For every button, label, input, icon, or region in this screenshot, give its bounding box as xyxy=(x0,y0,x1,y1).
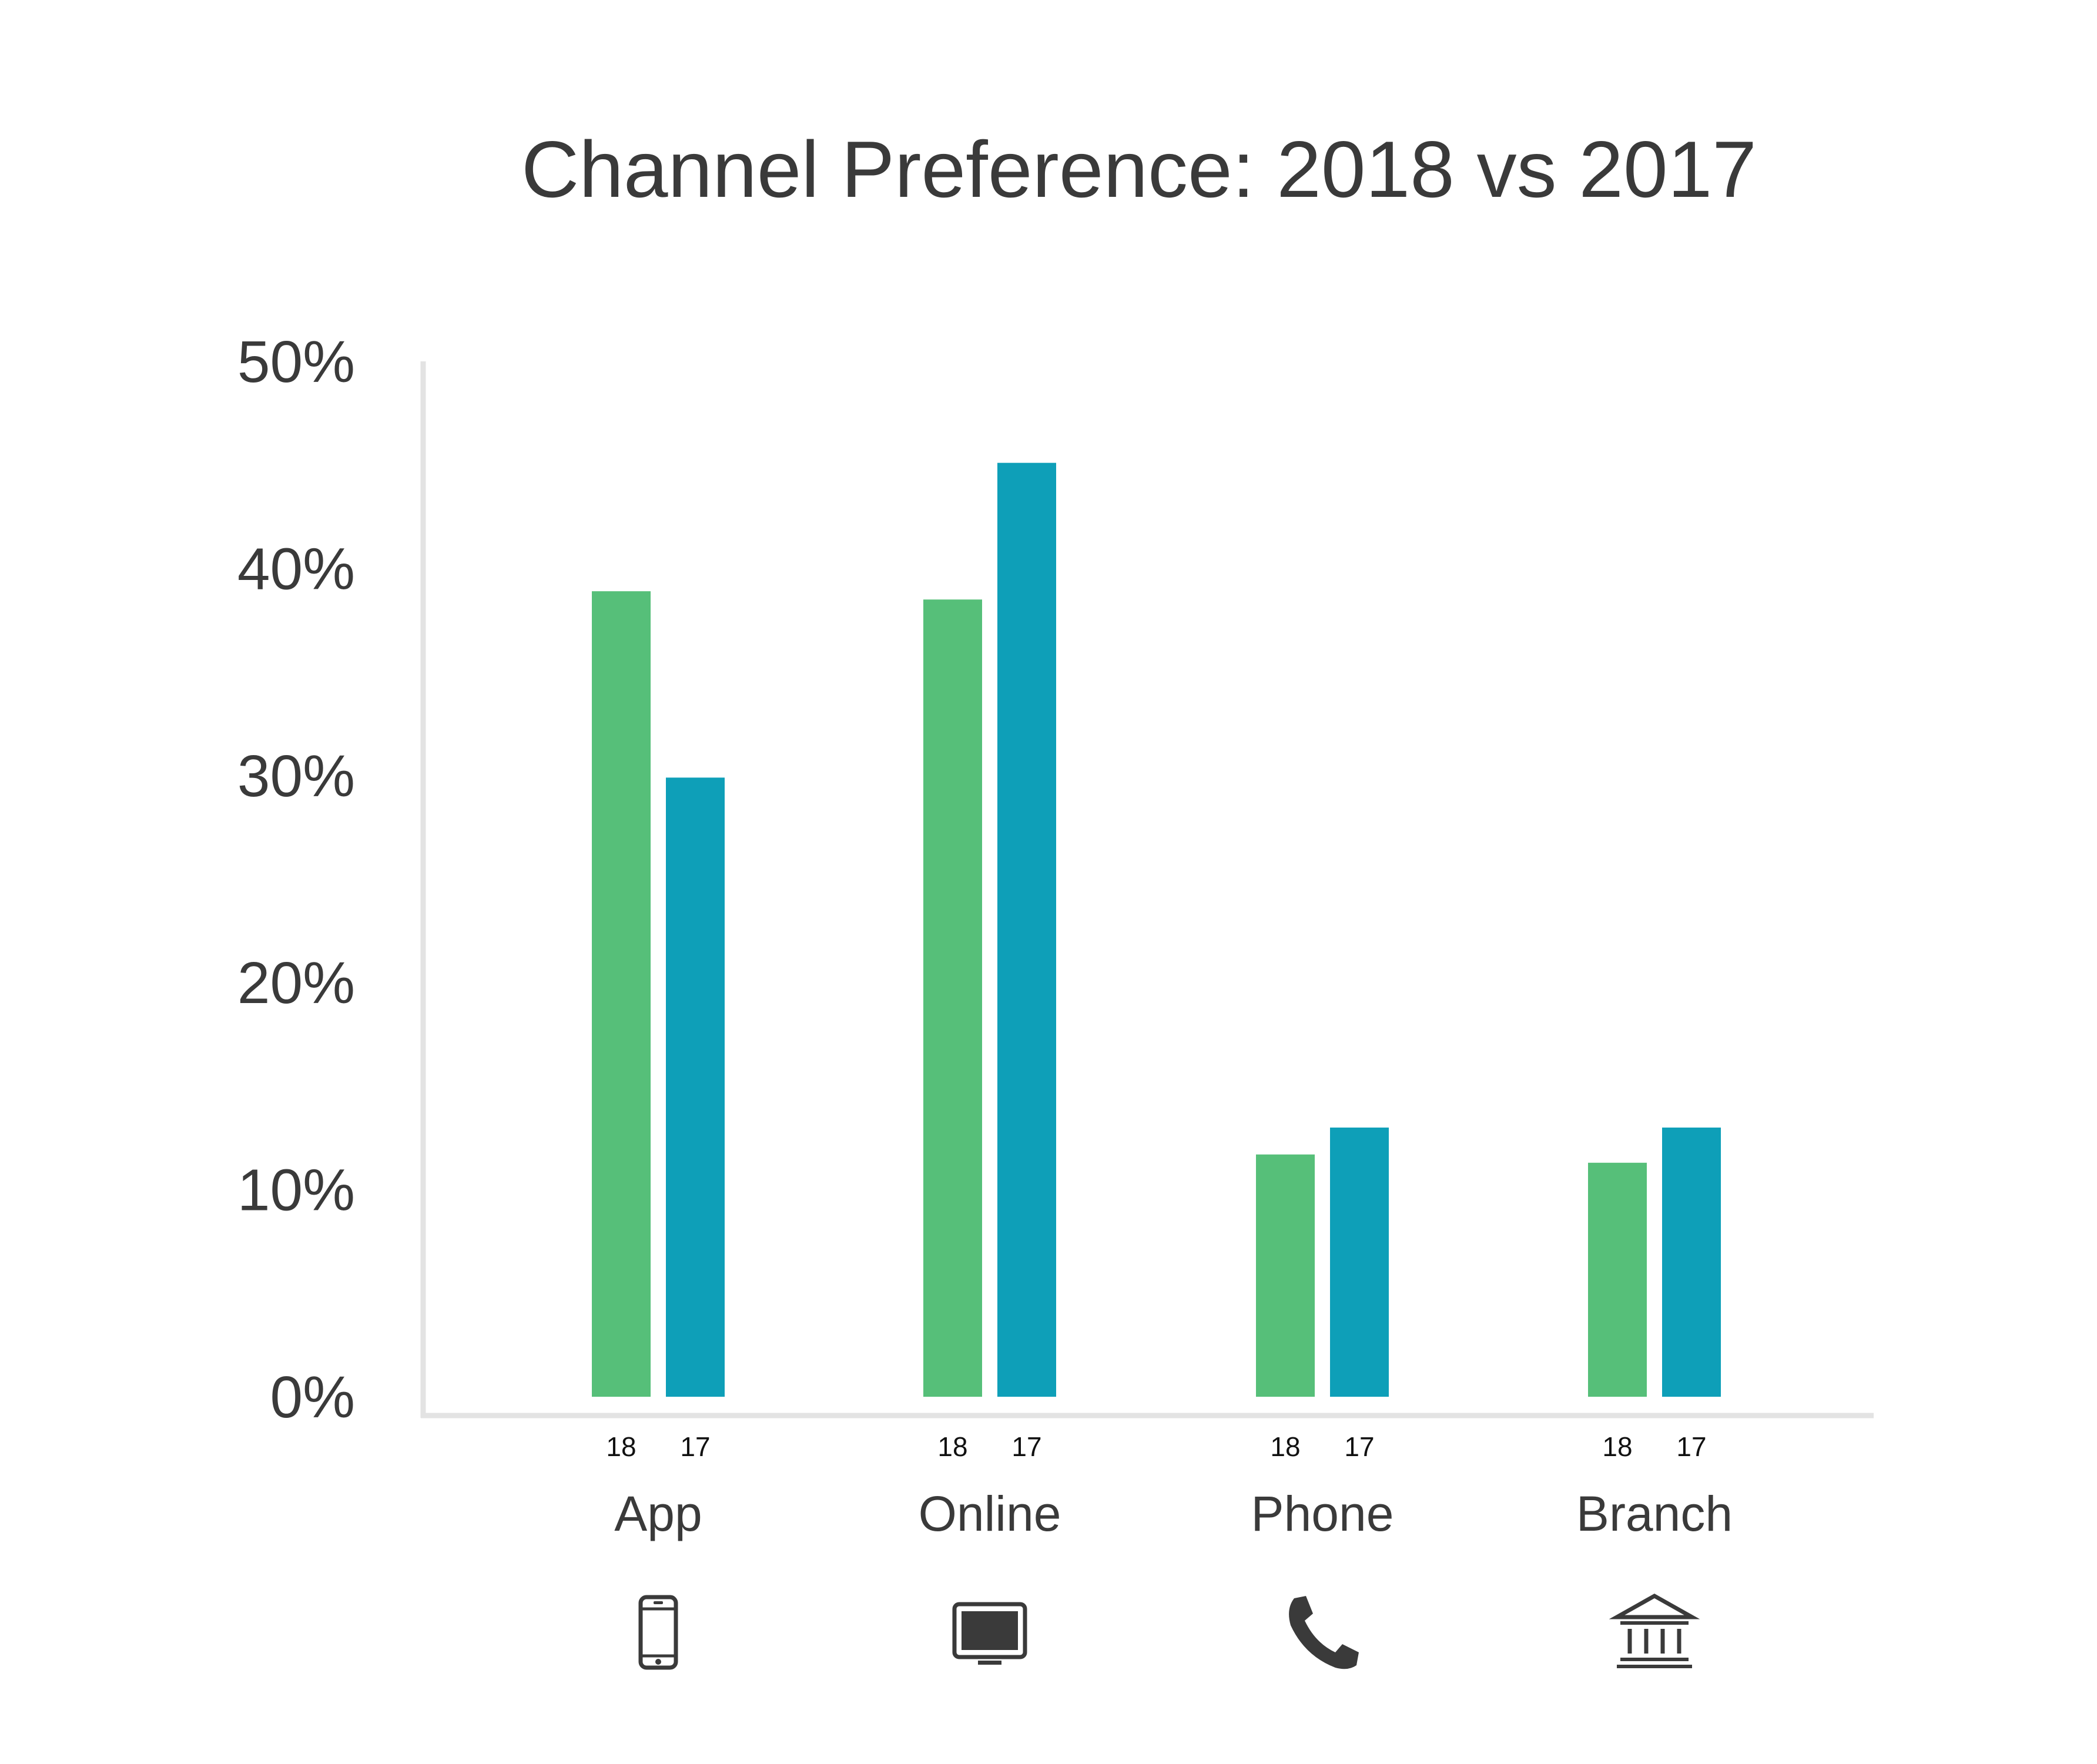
series-label: 18 xyxy=(937,1431,967,1462)
series-label: 18 xyxy=(606,1431,636,1462)
y-tick-label: 30% xyxy=(237,743,355,809)
y-tick-label: 20% xyxy=(237,950,355,1016)
category-label-branch: Branch xyxy=(1576,1486,1733,1541)
mobile-phone-icon xyxy=(638,1595,678,1670)
category-label-phone: Phone xyxy=(1251,1486,1394,1541)
y-tick-label: 40% xyxy=(237,536,355,602)
y-tick-label: 0% xyxy=(270,1364,355,1430)
bar-online-17 xyxy=(997,462,1056,1397)
bar-phone-18 xyxy=(1256,1154,1315,1397)
series-labels: 18 17 18 17 18 17 18 17 xyxy=(606,1431,1706,1462)
monitor-icon xyxy=(952,1602,1027,1665)
series-label: 18 xyxy=(1270,1431,1300,1462)
bar-online-18 xyxy=(923,599,982,1397)
category-icons xyxy=(638,1593,1700,1670)
y-tick-label: 50% xyxy=(237,329,355,395)
chart-title: Channel Preference: 2018 vs 2017 xyxy=(521,125,1757,214)
series-label: 17 xyxy=(1676,1431,1706,1462)
bar-app-17 xyxy=(666,777,725,1397)
bar-branch-17 xyxy=(1662,1127,1721,1397)
series-label: 17 xyxy=(1344,1431,1374,1462)
series-label: 17 xyxy=(680,1431,710,1462)
bar-app-18 xyxy=(592,591,651,1397)
series-label: 17 xyxy=(1011,1431,1041,1462)
bar-phone-17 xyxy=(1330,1127,1389,1397)
category-labels: App Online Phone Branch xyxy=(614,1486,1733,1541)
telephone-handset-icon xyxy=(1289,1596,1359,1669)
y-axis-ticks: 0% 10% 20% 30% 40% 50% xyxy=(237,329,355,1430)
category-label-online: Online xyxy=(919,1486,1061,1541)
series-label: 18 xyxy=(1602,1431,1632,1462)
y-tick-label: 10% xyxy=(237,1158,355,1223)
bar-branch-18 xyxy=(1588,1162,1647,1397)
category-label-app: App xyxy=(614,1486,702,1541)
bank-building-icon xyxy=(1609,1593,1700,1668)
bar-series-group xyxy=(592,462,1721,1397)
